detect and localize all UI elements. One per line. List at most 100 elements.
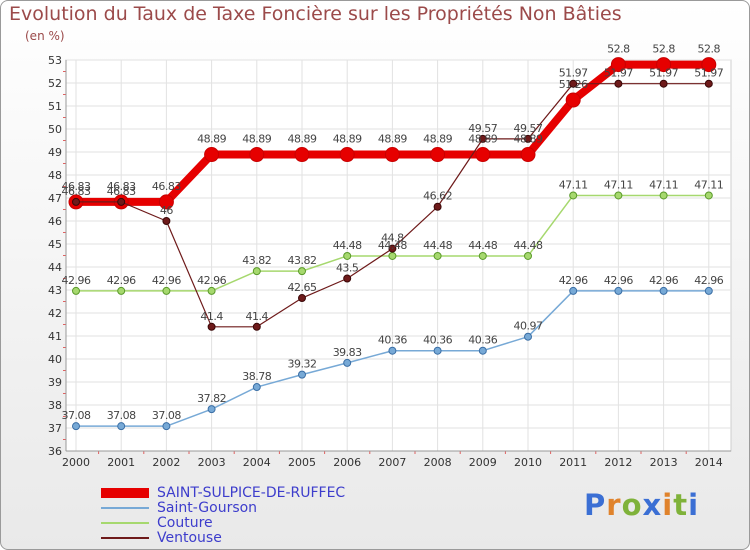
y-tick-label: 38 <box>48 399 62 412</box>
data-point <box>565 92 581 108</box>
data-label: 42.96 <box>694 274 723 287</box>
data-point <box>656 57 672 73</box>
data-label: 48.89 <box>468 133 497 146</box>
data-label: 44.48 <box>378 239 407 252</box>
data-point <box>298 267 306 276</box>
y-tick-label: 49 <box>48 146 62 159</box>
data-point <box>252 267 261 276</box>
x-tick-label: 2004 <box>243 456 271 469</box>
data-point <box>117 197 126 206</box>
data-point <box>478 346 487 355</box>
data-label: 44.48 <box>333 239 362 252</box>
chart-subtitle: (en %) <box>25 29 65 43</box>
data-point <box>610 57 626 73</box>
data-label: 46.83 <box>107 185 136 198</box>
logo-letter: i <box>688 488 700 522</box>
data-point <box>524 134 532 143</box>
x-tick-label: 2006 <box>333 456 361 469</box>
y-tick-label: 43 <box>48 284 62 297</box>
legend-swatch <box>101 488 149 498</box>
y-tick-label: 51 <box>48 100 62 113</box>
data-point <box>388 244 397 253</box>
data-point <box>384 147 400 163</box>
data-label: 48.89 <box>423 133 452 146</box>
x-tick-label: 2007 <box>378 456 406 469</box>
data-label: 52.8 <box>607 43 630 56</box>
data-point <box>117 422 126 431</box>
data-label: 51.97 <box>604 67 633 80</box>
x-tick-label: 2014 <box>695 456 723 469</box>
legend-swatch <box>101 522 149 524</box>
proxiti-logo: Proxiti <box>584 488 699 522</box>
data-point <box>72 422 80 431</box>
data-label: 40.36 <box>468 334 497 347</box>
data-point <box>704 191 713 200</box>
data-label: 43.82 <box>242 254 271 267</box>
data-point <box>388 251 397 260</box>
data-label: 43.5 <box>336 262 359 275</box>
data-point <box>659 79 668 88</box>
x-tick-label: 2009 <box>469 456 497 469</box>
data-point <box>701 57 717 73</box>
data-point <box>388 346 397 355</box>
legend-label: SAINT-SULPICE-DE-RUFFEC <box>157 485 346 501</box>
data-point <box>659 286 668 295</box>
logo-letter: P <box>584 488 607 522</box>
data-label: 39.83 <box>333 346 362 359</box>
y-tick-label: 41 <box>48 330 62 343</box>
data-label: 42.96 <box>107 274 136 287</box>
logo-letter: o <box>621 488 643 522</box>
data-label: 46.83 <box>152 180 181 193</box>
data-point <box>343 358 352 367</box>
y-tick-label: 47 <box>48 192 62 205</box>
data-label: 41.4 <box>200 310 223 323</box>
x-tick-label: 2008 <box>424 456 452 469</box>
x-tick-label: 2000 <box>62 456 90 469</box>
data-label: 40.97 <box>514 320 543 333</box>
data-label: 40.36 <box>423 334 452 347</box>
data-point <box>569 286 578 295</box>
data-point <box>569 79 578 88</box>
x-tick-label: 2012 <box>604 456 632 469</box>
data-label: 44.48 <box>514 239 543 252</box>
y-tick-label: 50 <box>48 123 62 136</box>
legend-swatch <box>101 507 149 509</box>
legend-item: Couture <box>101 515 401 531</box>
y-tick-label: 44 <box>48 261 62 274</box>
data-label: 47.11 <box>604 178 633 191</box>
legend-item: Ventouse <box>101 530 401 546</box>
data-point <box>252 322 261 331</box>
data-point <box>520 147 536 163</box>
data-label: 48.89 <box>197 133 226 146</box>
legend-label: Ventouse <box>157 530 222 546</box>
data-point <box>339 147 355 163</box>
data-point <box>569 191 578 200</box>
data-point <box>475 147 491 163</box>
data-label: 46 <box>160 204 173 217</box>
data-label: 37.82 <box>197 392 226 405</box>
data-label: 48.89 <box>288 133 317 146</box>
data-label: 48.89 <box>514 133 543 146</box>
data-label: 39.32 <box>288 358 317 371</box>
data-point <box>298 370 306 379</box>
legend-label: Couture <box>157 515 213 531</box>
data-label: 52.8 <box>652 43 675 56</box>
data-point <box>207 286 216 295</box>
data-label: 51.97 <box>694 67 723 80</box>
data-point <box>430 147 446 163</box>
data-point <box>614 79 623 88</box>
logo-letter: t <box>673 488 689 522</box>
data-point <box>614 286 623 295</box>
y-tick-label: 39 <box>48 376 62 389</box>
data-label: 47.11 <box>559 178 588 191</box>
y-tick-label: 53 <box>48 54 62 67</box>
x-tick-label: 2002 <box>152 456 180 469</box>
data-point <box>478 251 487 260</box>
chart-title: Evolution du Taux de Taxe Foncière sur l… <box>9 3 622 25</box>
data-label: 43.82 <box>288 254 317 267</box>
legend-label: Saint-Gourson <box>157 500 258 516</box>
y-tick-label: 36 <box>48 445 62 458</box>
data-label: 42.96 <box>559 274 588 287</box>
